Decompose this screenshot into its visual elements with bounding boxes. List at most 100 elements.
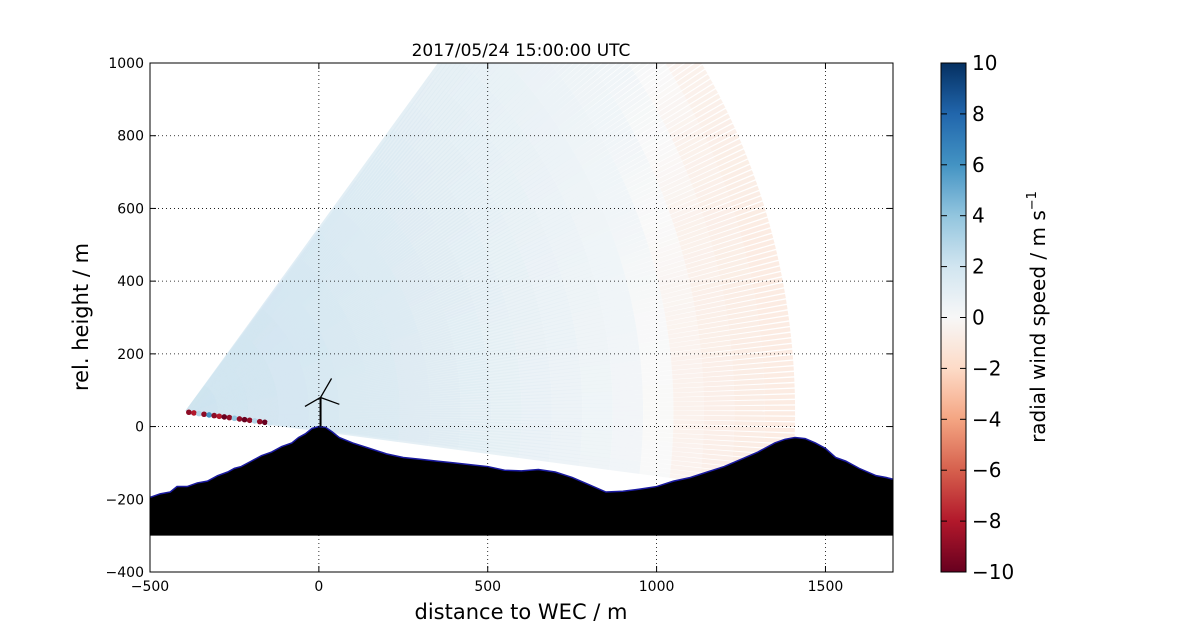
scan-beam-segment bbox=[390, 250, 419, 272]
scan-beam-segment bbox=[431, 96, 456, 124]
scan-beam-segment bbox=[457, 360, 488, 370]
scan-beam-segment bbox=[340, 183, 363, 212]
scan-beam-segment bbox=[338, 181, 361, 210]
scan-beam-segment bbox=[523, 63, 549, 85]
scan-beam-segment bbox=[488, 173, 517, 196]
scan-beam-segment bbox=[496, 126, 523, 151]
scan-beam-segment bbox=[468, 200, 497, 222]
scan-beam-segment bbox=[670, 353, 702, 362]
scan-beam-segment bbox=[564, 9, 586, 31]
scan-beam-segment bbox=[579, 454, 611, 463]
scan-beam-segment bbox=[642, 379, 673, 386]
scan-beam-segment bbox=[655, 91, 685, 112]
scan-beam-segment bbox=[380, 134, 404, 163]
scan-beam-segment bbox=[416, 175, 443, 201]
scan-beam-segment bbox=[602, 306, 634, 318]
scan-beam-segment bbox=[383, 238, 411, 261]
scan-beam-segment bbox=[653, 25, 678, 44]
scan-beam-segment bbox=[427, 365, 458, 375]
scan-beam-segment bbox=[541, 140, 570, 163]
scan-beam-segment bbox=[519, 237, 550, 255]
scan-beam-segment bbox=[521, 168, 550, 190]
scan-beam-segment bbox=[582, 399, 613, 405]
scan-beam-segment bbox=[762, 360, 794, 368]
scan-beam-segment bbox=[635, 317, 667, 328]
scan-beam-segment bbox=[390, 144, 415, 172]
scan-beam-segment bbox=[410, 75, 433, 104]
scan-beam-segment bbox=[560, 176, 590, 196]
scan-beam-segment bbox=[483, 331, 514, 343]
scan-beam-segment bbox=[676, 222, 707, 237]
scan-beam-segment bbox=[671, 363, 703, 371]
scan-beam-segment bbox=[648, 147, 679, 167]
scan-beam-segment bbox=[393, 197, 420, 222]
scan-beam-segment bbox=[667, 325, 699, 335]
scan-beam-segment bbox=[531, 69, 558, 94]
scan-beam-segment bbox=[485, 111, 512, 137]
scan-beam-segment bbox=[489, 376, 521, 384]
turbine-blade bbox=[304, 396, 321, 408]
scan-beam-segment bbox=[512, 63, 525, 72]
scan-beam-segment bbox=[395, 261, 425, 282]
scan-beam-segment bbox=[703, 385, 734, 392]
scan-beam-segment bbox=[359, 158, 383, 186]
grid-lines bbox=[150, 63, 893, 572]
scan-beam-segment bbox=[516, 230, 547, 249]
scan-beam-segment bbox=[681, 74, 711, 95]
scan-beam-segment bbox=[483, 334, 515, 346]
scan-beam-segment bbox=[364, 210, 390, 237]
scan-beam-segment bbox=[471, 286, 503, 302]
colorbar-tick-label: 6 bbox=[972, 153, 985, 177]
scan-beam-segment bbox=[394, 259, 424, 280]
scan-beam-segment bbox=[639, 469, 671, 478]
scan-beam-segment bbox=[455, 178, 483, 201]
scan-beam-segment bbox=[519, 367, 550, 375]
scan-beam-segment bbox=[764, 394, 795, 400]
scan-beam-segment bbox=[579, 359, 611, 368]
scan-beam-segment bbox=[711, 139, 742, 157]
scan-beam-segment bbox=[592, 173, 622, 192]
scan-beam-segment bbox=[378, 230, 405, 254]
scan-beam-segment bbox=[490, 0, 509, 2]
scan-beam-segment bbox=[489, 444, 520, 452]
scan-beam-segment bbox=[462, 189, 490, 211]
scan-beam-segment bbox=[594, 108, 623, 130]
scan-beam-segment bbox=[519, 447, 551, 456]
scan-beam-segment bbox=[576, 332, 607, 343]
scan-beam-segment bbox=[549, 454, 581, 463]
scan-beam-segment bbox=[610, 457, 641, 466]
scan-beam-segment bbox=[764, 421, 795, 427]
scan-beam-segment bbox=[451, 327, 482, 340]
scan-beam-segment bbox=[605, 66, 633, 89]
scan-beam-segment bbox=[550, 441, 582, 448]
scan-beam-segment bbox=[442, 295, 473, 311]
scan-beam-segment bbox=[488, 65, 514, 92]
scan-beam-segment bbox=[714, 247, 746, 261]
scan-beam-segment bbox=[468, 141, 495, 166]
scan-beam-segment bbox=[400, 109, 424, 138]
scan-beam-segment bbox=[426, 360, 458, 370]
scan-beam-segment bbox=[471, 205, 500, 227]
scan-beam-segment bbox=[583, 0, 605, 6]
scan-beam-segment bbox=[515, 340, 547, 351]
scan-beam-segment bbox=[550, 381, 582, 388]
scan-beam-segment bbox=[751, 271, 782, 283]
scan-beam-segment bbox=[502, 281, 533, 297]
scan-beam-segment bbox=[460, 420, 491, 427]
scan-beam-segment bbox=[471, 94, 497, 120]
scan-beam-segment bbox=[745, 244, 776, 257]
scan-beam-segment bbox=[508, 211, 538, 231]
scan-beam-segment bbox=[733, 373, 764, 380]
scan-beam-segment bbox=[451, 119, 477, 145]
scan-beam-segment bbox=[475, 214, 505, 235]
scan-beam-segment bbox=[577, 340, 609, 350]
scan-beam-segment bbox=[728, 185, 760, 201]
scan-beam-segment bbox=[584, 237, 615, 254]
scan-beam-segment bbox=[450, 324, 482, 338]
scan-beam-segment bbox=[416, 313, 447, 329]
scan-beam-segment bbox=[505, 87, 532, 112]
scan-beam-segment bbox=[371, 220, 398, 245]
scan-beam-segment bbox=[755, 293, 786, 304]
scan-beam-segment bbox=[688, 162, 718, 180]
scan-beam-segment bbox=[570, 17, 593, 39]
